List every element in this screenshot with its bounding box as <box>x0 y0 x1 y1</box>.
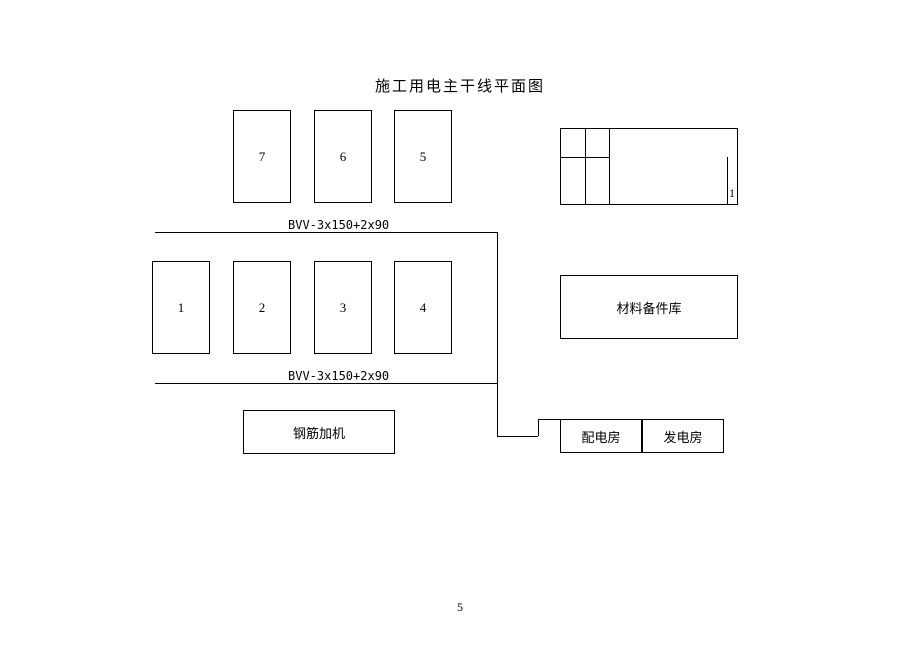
building-box-3: 3 <box>314 261 372 354</box>
inner-vline-1 <box>585 129 586 204</box>
building-box-2: 2 <box>233 261 291 354</box>
diagram-canvas: 施工用电主干线平面图 7 6 5 1 2 3 4 1 材料备件库 钢筋加机 配电… <box>0 0 920 651</box>
rebar-machine-box: 钢筋加机 <box>243 410 395 454</box>
building-box-5: 5 <box>394 110 452 203</box>
rebar-machine-label: 钢筋加机 <box>293 423 345 442</box>
building-box-7: 7 <box>233 110 291 203</box>
cable-line-1 <box>155 232 497 233</box>
cable-feed-vertical <box>538 419 539 436</box>
box-label: 5 <box>420 149 427 165</box>
cable-trunk-vertical <box>497 232 498 436</box>
building-box-1: 1 <box>152 261 210 354</box>
cable-line-2 <box>155 383 497 384</box>
building-box-6: 6 <box>314 110 372 203</box>
page-number: 5 <box>0 600 920 615</box>
small-cell-label: 1 <box>729 186 735 201</box>
distribution-room-label: 配电房 <box>581 427 620 446</box>
generator-room-label: 发电房 <box>663 427 702 446</box>
box-label: 6 <box>340 149 347 165</box>
cable-label-1: BVV-3x150+2x90 <box>288 218 389 232</box>
box-label: 1 <box>178 300 185 316</box>
cable-feed-horizontal <box>497 436 538 437</box>
materials-store-label: 材料备件库 <box>616 298 681 317</box>
distribution-room-box: 配电房 <box>560 419 642 453</box>
box-label: 3 <box>340 300 347 316</box>
upper-right-compound-block: 1 <box>560 128 738 205</box>
inner-vline-2 <box>609 129 610 204</box>
building-box-4: 4 <box>394 261 452 354</box>
box-label: 4 <box>420 300 427 316</box>
cable-feed-to-room <box>538 419 560 420</box>
box-label: 7 <box>259 149 266 165</box>
cable-label-2: BVV-3x150+2x90 <box>288 369 389 383</box>
inner-vline-3 <box>727 157 728 204</box>
inner-hline-1 <box>561 157 609 158</box>
materials-store-box: 材料备件库 <box>560 275 738 339</box>
generator-room-box: 发电房 <box>642 419 724 453</box>
diagram-title: 施工用电主干线平面图 <box>0 75 920 96</box>
box-label: 2 <box>259 300 266 316</box>
